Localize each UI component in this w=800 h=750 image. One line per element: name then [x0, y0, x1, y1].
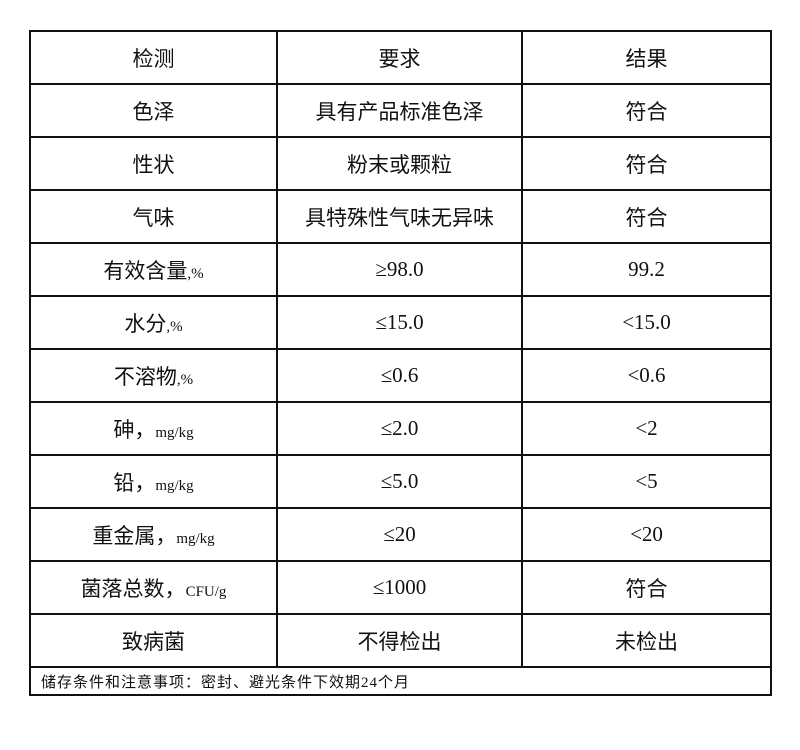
- item-name: 砷，: [113, 417, 156, 442]
- item-name: 不溶物: [113, 364, 177, 389]
- requirement-cell: 具特殊性气味无异味: [276, 189, 523, 244]
- result-cell: 符合: [521, 189, 772, 244]
- result-cell: 符合: [521, 83, 772, 138]
- item-name: 菌落总数，: [80, 576, 186, 601]
- header-item: 检测: [29, 30, 278, 85]
- requirement-cell: 不得检出: [276, 613, 523, 668]
- item-cell: 砷，mg/kg: [29, 401, 278, 456]
- item-unit: mg/kg: [155, 424, 194, 441]
- item-unit: mg/kg: [155, 477, 194, 494]
- item-name: 有效含量: [103, 258, 188, 283]
- item-cell: 菌落总数，CFU/g: [29, 560, 278, 615]
- requirement-cell: ≥98.0: [276, 242, 523, 297]
- result-cell: <2: [521, 401, 772, 456]
- header-requirement: 要求: [276, 30, 523, 85]
- item-unit: ,%: [166, 318, 183, 335]
- item-unit: mg/kg: [176, 530, 215, 547]
- item-unit: ,%: [176, 371, 194, 388]
- item-cell: 致病菌: [29, 613, 278, 668]
- item-name: 水分: [124, 311, 167, 336]
- table-row: 不溶物,% ≤0.6 <0.6: [29, 348, 772, 403]
- item-name: 性状: [132, 152, 175, 177]
- item-cell: 色泽: [29, 83, 278, 138]
- item-name: 气味: [132, 205, 175, 230]
- table-row: 气味 具特殊性气味无异味 符合: [29, 189, 772, 244]
- header-result: 结果: [521, 30, 772, 85]
- item-cell: 有效含量,%: [29, 242, 278, 297]
- item-unit: ,%: [187, 265, 204, 282]
- item-cell: 性状: [29, 136, 278, 191]
- footer-row: 储存条件和注意事项：密封、避光条件下效期24个月: [29, 666, 772, 696]
- result-cell: 符合: [521, 136, 772, 191]
- storage-note: 储存条件和注意事项：密封、避光条件下效期24个月: [29, 666, 772, 696]
- result-cell: 符合: [521, 560, 772, 615]
- result-cell: <20: [521, 507, 772, 562]
- requirement-cell: 具有产品标准色泽: [276, 83, 523, 138]
- table-row: 性状 粉末或颗粒 符合: [29, 136, 772, 191]
- item-name: 铅，: [113, 470, 156, 495]
- item-cell: 铅，mg/kg: [29, 454, 278, 509]
- inspection-table: 检测 要求 结果 色泽 具有产品标准色泽 符合 性状 粉末或颗粒 符合 气味 具特殊性气味无异…: [29, 30, 772, 696]
- header-row: 检测 要求 结果: [29, 30, 772, 85]
- item-cell: 气味: [29, 189, 278, 244]
- result-cell: 未检出: [521, 613, 772, 668]
- item-name: 致病菌: [122, 629, 185, 654]
- item-unit: CFU/g: [185, 583, 227, 600]
- requirement-cell: ≤5.0: [276, 454, 523, 509]
- table-row: 砷，mg/kg ≤2.0 <2: [29, 401, 772, 456]
- requirement-cell: ≤2.0: [276, 401, 523, 456]
- item-cell: 不溶物,%: [29, 348, 278, 403]
- item-cell: 水分,%: [29, 295, 278, 350]
- item-name: 重金属，: [92, 523, 177, 548]
- result-cell: 99.2: [521, 242, 772, 297]
- table-row: 铅，mg/kg ≤5.0 <5: [29, 454, 772, 509]
- result-cell: <5: [521, 454, 772, 509]
- item-name: 色泽: [132, 99, 175, 124]
- table-row: 致病菌 不得检出 未检出: [29, 613, 772, 668]
- requirement-cell: ≤1000: [276, 560, 523, 615]
- requirement-cell: 粉末或颗粒: [276, 136, 523, 191]
- requirement-cell: ≤15.0: [276, 295, 523, 350]
- requirement-cell: ≤0.6: [276, 348, 523, 403]
- table-row: 水分,% ≤15.0 <15.0: [29, 295, 772, 350]
- result-cell: <0.6: [521, 348, 772, 403]
- item-cell: 重金属，mg/kg: [29, 507, 278, 562]
- table-row: 色泽 具有产品标准色泽 符合: [29, 83, 772, 138]
- requirement-cell: ≤20: [276, 507, 523, 562]
- result-cell: <15.0: [521, 295, 772, 350]
- table-row: 有效含量,% ≥98.0 99.2: [29, 242, 772, 297]
- table-row: 菌落总数，CFU/g ≤1000 符合: [29, 560, 772, 615]
- table-row: 重金属，mg/kg ≤20 <20: [29, 507, 772, 562]
